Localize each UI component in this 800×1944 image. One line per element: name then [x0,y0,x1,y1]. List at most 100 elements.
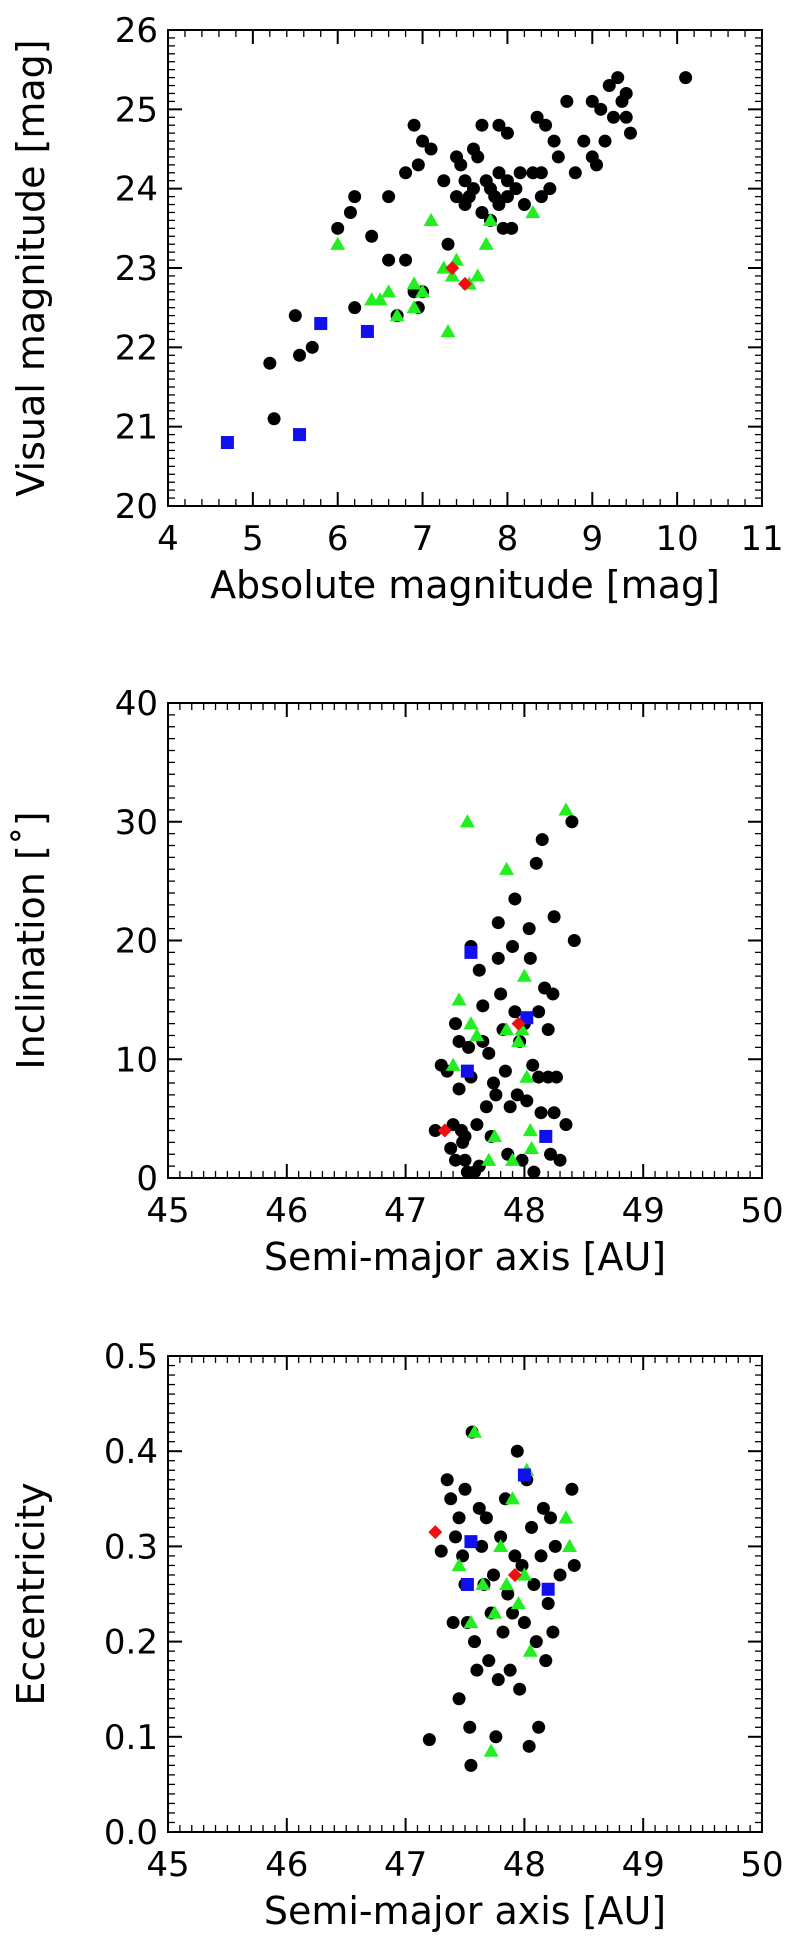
x-tick-label: 47 [384,1191,427,1231]
data-point-circle [331,221,345,235]
data-point-circle [585,94,599,108]
y-tick-label: 0.5 [104,1337,158,1377]
data-point-circle [532,1720,546,1734]
data-point-circle [500,174,514,188]
data-point-circle [470,1118,484,1132]
data-point-triangle [499,861,515,875]
data-point-circle [348,301,362,315]
y-tick-label: 0.3 [104,1527,158,1567]
data-point-circle [305,340,319,354]
x-axis-title: Semi-major axis [AU] [264,1889,666,1933]
x-tick-label: 8 [497,519,519,559]
data-point-circle [479,1511,493,1525]
x-tick-label: 49 [622,1845,665,1885]
y-tick-label: 10 [115,1040,158,1080]
y-tick-label: 0.4 [104,1432,158,1472]
data-point-circle [539,118,553,132]
data-point-circle [448,1530,462,1544]
data-point-circle [448,1017,462,1031]
data-point-circle [565,815,579,829]
data-point-circle [534,190,548,204]
data-point-circle [506,1606,520,1620]
data-point-triangle [445,1057,461,1071]
data-point-circle [416,134,430,148]
data-point-circle [529,1635,543,1649]
data-point-square [517,1468,531,1482]
data-point-triangle [505,1491,521,1505]
data-point-circle [508,1005,522,1019]
data-point-circle [534,166,548,180]
data-point-circle [452,1082,466,1096]
data-point-circle [452,1511,466,1525]
x-tick-label: 5 [242,519,264,559]
x-tick-label: 49 [622,1191,665,1231]
data-point-triangle [522,1123,538,1137]
data-point-circle [547,910,561,924]
data-point-circle [444,1492,458,1506]
data-point-triangle [469,1028,485,1042]
data-point-circle [541,1023,555,1037]
data-point-triangle [514,1022,530,1036]
y-axis-title: Visual magnitude [mag] [9,39,53,496]
data-point-circle [505,221,519,235]
data-point-circle [535,833,549,847]
data-point-circle [527,1577,541,1591]
data-point-triangle [463,1016,479,1030]
x-tick-label: 47 [384,1845,427,1885]
data-point-circle [475,205,489,219]
data-point-triangle [389,308,405,322]
data-point-square [220,436,234,450]
data-point-circle [424,142,438,156]
minor-ticks [167,1355,763,1833]
data-point-triangle [406,276,422,290]
y-tick-label: 0 [136,1159,158,1199]
chart-panel-eccentricity-vs-semi-major-axis: 45 46 47 48 49 50 0.0 0.1 0.2 0.3 0.4 0.5 Semi-major… [9,1337,784,1933]
major-ticks [167,29,763,507]
data-point-triangle [436,260,452,274]
data-point-circle [434,1544,448,1558]
data-point-diamond [507,1567,522,1582]
y-tick-label: 21 [115,408,158,448]
data-point-circle [567,1558,581,1572]
data-point-circle [509,182,523,196]
data-point-circle [464,1758,478,1772]
data-point-circle [503,1100,517,1114]
data-point-circle [510,1444,524,1458]
data-point-circle [553,1568,567,1582]
data-point-square [360,324,374,338]
data-point-circle [444,1141,458,1155]
data-point-triangle [562,1538,578,1553]
data-point-circle [532,1070,546,1084]
data-point-circle [475,1539,489,1553]
data-point-triangle [483,1743,499,1757]
data-point-triangle [493,1538,509,1553]
data-point-circle [471,150,485,164]
data-point-triangle [499,1022,515,1036]
y-tick-label: 24 [115,170,158,210]
data-point-circle [399,253,413,267]
data-point-circle [462,1040,476,1054]
data-point-circle [623,126,637,140]
data-point-triangle [524,1140,540,1154]
data-point-circle [492,166,506,180]
data-point-triangle [467,1424,483,1438]
series-circle [422,1425,581,1772]
data-point-triangle [470,268,486,282]
data-point-diamond [428,1525,443,1540]
data-point-circle [422,1733,436,1747]
data-point-circle [500,126,514,140]
x-tick-label: 50 [740,1845,783,1885]
data-point-circle [553,1153,567,1167]
data-point-triangle [516,1567,532,1581]
data-point-circle [494,987,508,1001]
data-point-circle [448,1153,462,1167]
data-point-triangle [522,1643,538,1657]
data-point-diamond [458,276,472,291]
data-point-circle [489,1730,503,1744]
data-point-circle [544,1147,558,1161]
data-point-circle [458,1153,472,1167]
data-point-circle [494,1530,508,1544]
data-point-circle [470,1663,484,1677]
x-tick-label: 48 [503,1191,546,1231]
data-point-square [520,1011,534,1025]
